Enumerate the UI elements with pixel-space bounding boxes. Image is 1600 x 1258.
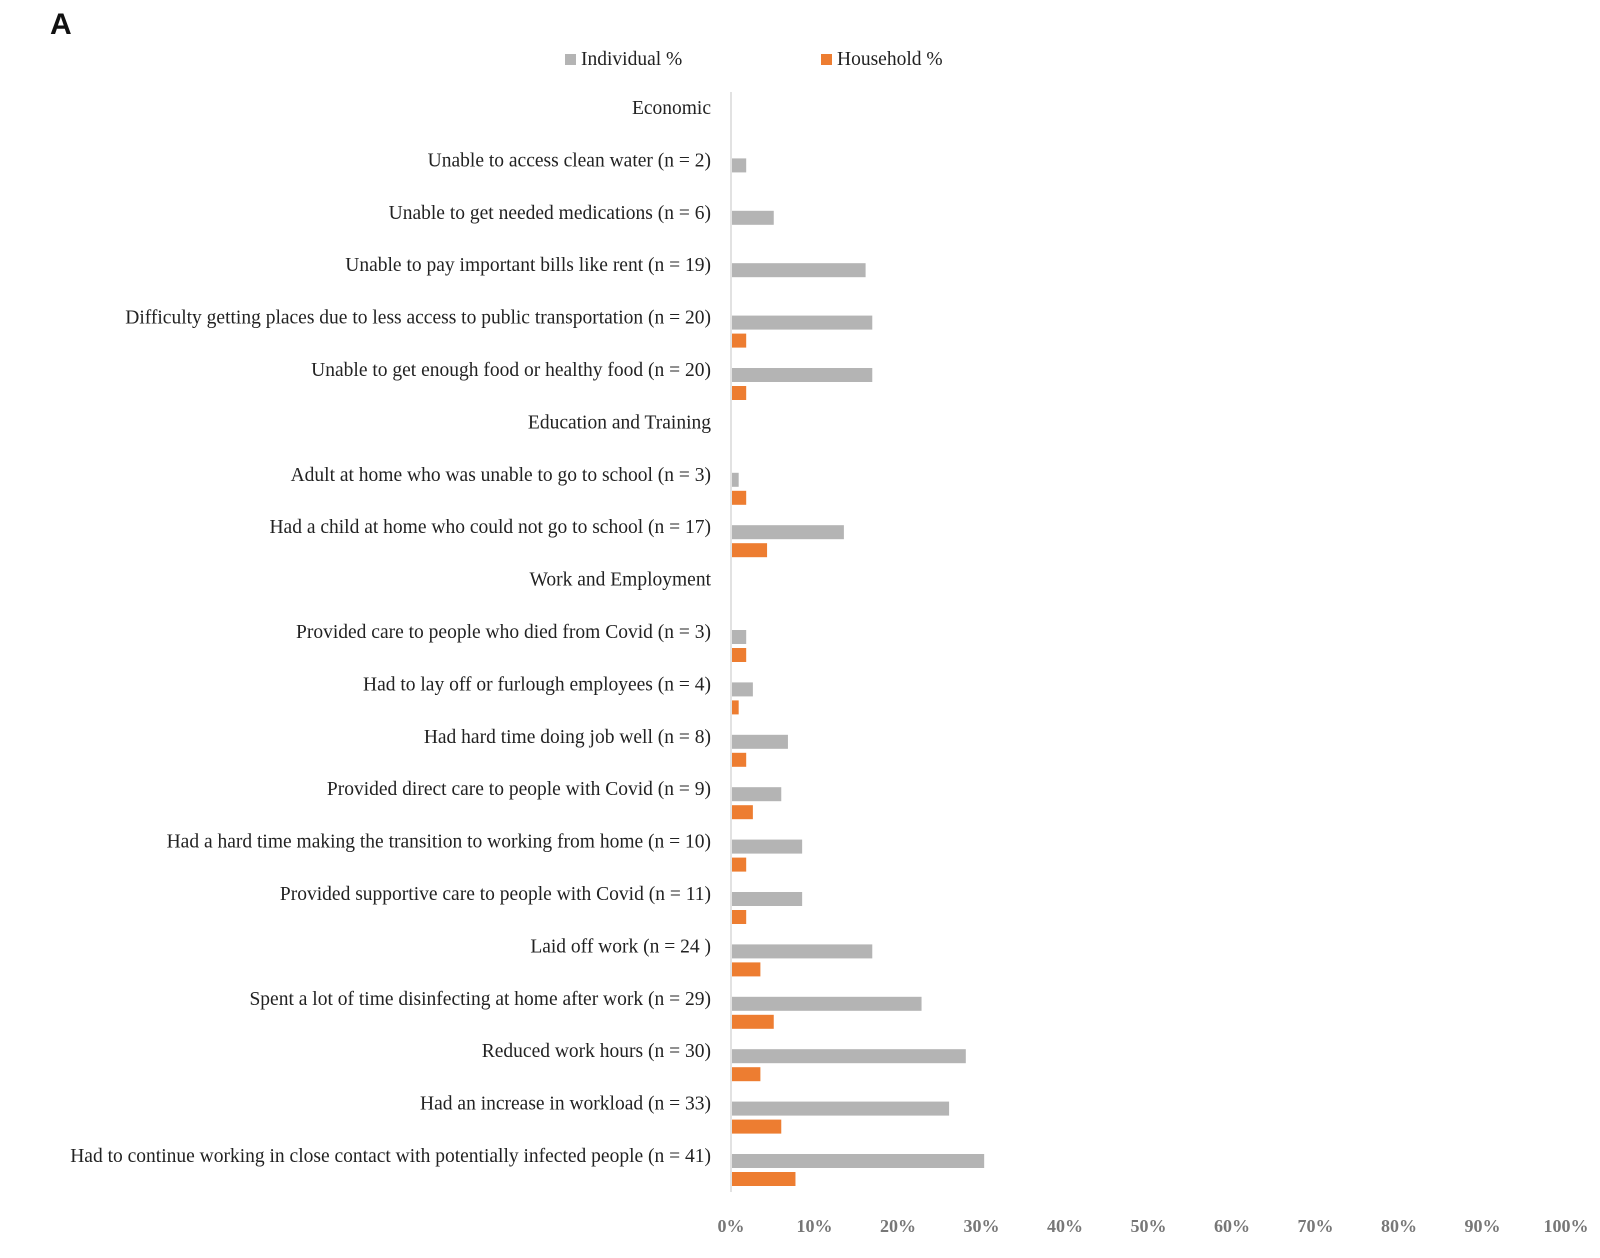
bar-individual <box>732 682 753 697</box>
x-tick-label: 20% <box>880 1216 916 1236</box>
bar-individual <box>732 787 782 802</box>
legend-label-household: Household % <box>837 49 943 70</box>
bar-individual <box>732 734 788 749</box>
category-label: Had to lay off or furlough employees (n … <box>363 674 711 695</box>
bar-individual <box>732 1154 985 1168</box>
bar-household <box>732 805 753 820</box>
legend: Individual % Household % <box>565 49 943 70</box>
bar-household <box>732 752 747 767</box>
category-label: Spent a lot of time disinfecting at home… <box>249 989 711 1010</box>
bar-household <box>732 333 747 348</box>
x-tick-label: 50% <box>1131 1216 1167 1236</box>
bar-household <box>732 1014 774 1029</box>
bar-individual <box>732 892 803 906</box>
bar-household <box>732 1172 796 1186</box>
category-label: Unable to get needed medications (n = 6) <box>389 203 711 224</box>
bar-household <box>732 1119 782 1134</box>
category-label: Provided direct care to people with Covi… <box>327 779 711 800</box>
bar-individual <box>732 263 866 278</box>
bar-household <box>732 490 747 505</box>
category-label: Had to continue working in close contact… <box>70 1146 711 1167</box>
bar-individual <box>732 944 873 959</box>
bar-individual <box>732 158 747 173</box>
x-axis-ticks: 0% 10% 20% 30% 40% 50% 60% 70% 80% 90% 100% <box>718 1216 1589 1236</box>
x-tick-label: 10% <box>797 1216 833 1236</box>
x-tick-label: 80% <box>1381 1216 1417 1236</box>
category-labels: Economic Unable to access clean water (n … <box>70 98 711 1167</box>
bar-household <box>732 386 747 400</box>
category-label: Had a hard time making the transition to… <box>167 832 711 853</box>
category-label: Had hard time doing job well (n = 8) <box>424 727 711 748</box>
bar-individual <box>732 1049 966 1064</box>
x-tick-label: 60% <box>1214 1216 1250 1236</box>
bar-individual <box>732 210 774 225</box>
legend-swatch-household <box>821 54 832 65</box>
bar-individual <box>732 525 844 540</box>
panel-label: A <box>50 8 72 41</box>
x-tick-label: 30% <box>964 1216 1000 1236</box>
bar-household <box>732 857 747 872</box>
category-label: Provided supportive care to people with … <box>280 884 711 905</box>
legend-swatch-individual <box>565 54 576 65</box>
bar-household <box>732 910 747 924</box>
bar-individual <box>732 1101 950 1116</box>
category-label: Education and Training <box>528 412 711 433</box>
bar-individual <box>732 315 873 330</box>
bar-individual <box>732 368 873 382</box>
bar-individual <box>732 472 739 487</box>
bar-household <box>732 962 761 977</box>
x-tick-label: 0% <box>718 1216 745 1236</box>
category-label: Work and Employment <box>530 570 712 591</box>
legend-label-individual: Individual % <box>581 49 682 70</box>
category-label: Difficulty getting places due to less ac… <box>125 308 711 329</box>
category-label: Had an increase in workload (n = 33) <box>420 1094 711 1115</box>
category-label: Had a child at home who could not go to … <box>269 517 711 538</box>
bar-individual <box>732 630 747 644</box>
category-label: Economic <box>632 98 711 119</box>
category-label: Reduced work hours (n = 30) <box>482 1041 711 1062</box>
bars <box>732 158 985 1186</box>
category-label: Unable to get enough food or healthy foo… <box>311 360 711 381</box>
category-label: Provided care to people who died from Co… <box>296 622 711 643</box>
bar-household <box>732 1067 761 1082</box>
bar-household <box>732 543 768 558</box>
bar-individual <box>732 839 803 854</box>
x-tick-label: 40% <box>1047 1216 1083 1236</box>
bar-household <box>732 648 747 662</box>
x-tick-label: 90% <box>1465 1216 1501 1236</box>
x-tick-label: 70% <box>1298 1216 1334 1236</box>
category-label: Unable to pay important bills like rent … <box>345 255 711 276</box>
category-label: Unable to access clean water (n = 2) <box>428 150 711 171</box>
category-label: Laid off work (n = 24 ) <box>530 936 711 957</box>
x-tick-label: 100% <box>1544 1216 1589 1236</box>
bar-individual <box>732 996 922 1011</box>
category-label: Adult at home who was unable to go to sc… <box>291 465 711 486</box>
bar-household <box>732 700 739 715</box>
